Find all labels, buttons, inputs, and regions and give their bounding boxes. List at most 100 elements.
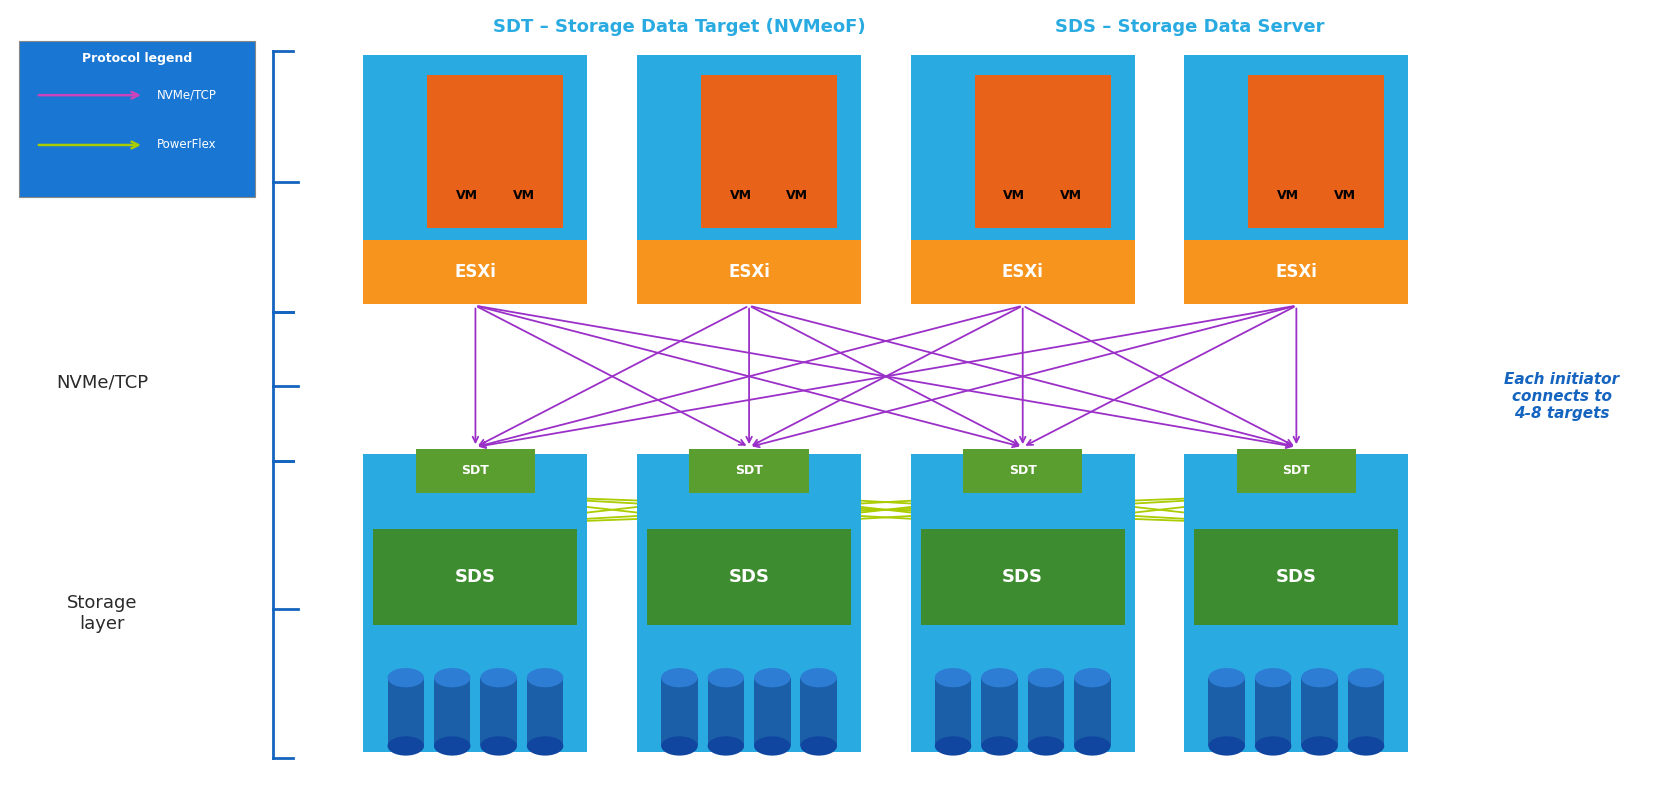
Bar <box>1028 678 1065 746</box>
FancyBboxPatch shape <box>1185 239 1408 304</box>
Ellipse shape <box>1075 668 1110 688</box>
Text: Application
layer: Application layer <box>52 152 153 191</box>
FancyBboxPatch shape <box>1248 75 1328 228</box>
Bar <box>754 678 790 746</box>
Bar <box>800 678 837 746</box>
FancyBboxPatch shape <box>416 449 536 493</box>
Bar <box>707 678 744 746</box>
FancyBboxPatch shape <box>363 239 587 304</box>
FancyBboxPatch shape <box>637 55 860 304</box>
Bar <box>935 678 972 746</box>
Ellipse shape <box>754 736 790 756</box>
Bar <box>388 678 424 746</box>
Text: VM: VM <box>1060 189 1082 202</box>
FancyBboxPatch shape <box>920 529 1125 625</box>
Text: ESXi: ESXi <box>1002 263 1043 281</box>
Ellipse shape <box>1348 668 1384 688</box>
Ellipse shape <box>1208 736 1245 756</box>
Ellipse shape <box>434 736 471 756</box>
FancyBboxPatch shape <box>637 239 860 304</box>
Text: SDT: SDT <box>461 464 489 477</box>
Text: Each initiator
connects to
4-8 targets: Each initiator connects to 4-8 targets <box>1504 371 1619 421</box>
Bar <box>527 678 564 746</box>
FancyBboxPatch shape <box>910 455 1135 752</box>
FancyBboxPatch shape <box>689 449 809 493</box>
Text: SDS: SDS <box>1276 568 1316 587</box>
Text: NVMe/TCP: NVMe/TCP <box>156 89 216 102</box>
Text: SDT – Storage Data Target (NVMeoF): SDT – Storage Data Target (NVMeoF) <box>493 18 865 36</box>
Text: Protocol legend: Protocol legend <box>82 52 193 65</box>
Ellipse shape <box>481 736 518 756</box>
Text: VM: VM <box>1276 189 1300 202</box>
Ellipse shape <box>1028 668 1065 688</box>
FancyBboxPatch shape <box>910 239 1135 304</box>
Ellipse shape <box>754 668 790 688</box>
Text: NVMe/TCP: NVMe/TCP <box>57 374 148 392</box>
Bar <box>661 678 697 746</box>
Ellipse shape <box>800 668 837 688</box>
Ellipse shape <box>982 668 1018 688</box>
Ellipse shape <box>800 736 837 756</box>
Text: VM: VM <box>456 189 478 202</box>
Ellipse shape <box>935 668 972 688</box>
Ellipse shape <box>388 668 424 688</box>
FancyBboxPatch shape <box>1032 75 1110 228</box>
FancyBboxPatch shape <box>363 55 587 304</box>
Text: VM: VM <box>1003 189 1025 202</box>
Text: ESXi: ESXi <box>454 263 496 281</box>
Ellipse shape <box>527 668 564 688</box>
Text: SDS: SDS <box>1002 568 1043 587</box>
FancyBboxPatch shape <box>484 75 564 228</box>
FancyBboxPatch shape <box>701 75 780 228</box>
Ellipse shape <box>707 736 744 756</box>
Text: VM: VM <box>785 189 809 202</box>
FancyBboxPatch shape <box>428 75 508 228</box>
Ellipse shape <box>1208 668 1245 688</box>
FancyBboxPatch shape <box>757 75 837 228</box>
Ellipse shape <box>481 668 518 688</box>
FancyBboxPatch shape <box>1236 449 1356 493</box>
Ellipse shape <box>661 736 697 756</box>
Text: PowerFlex: PowerFlex <box>156 138 216 151</box>
Bar <box>982 678 1018 746</box>
Ellipse shape <box>1028 736 1065 756</box>
Text: SDT: SDT <box>1008 464 1037 477</box>
Text: ESXi: ESXi <box>729 263 770 281</box>
Ellipse shape <box>982 736 1018 756</box>
FancyBboxPatch shape <box>373 529 577 625</box>
Ellipse shape <box>1301 668 1338 688</box>
Bar <box>1301 678 1338 746</box>
FancyBboxPatch shape <box>975 75 1055 228</box>
Ellipse shape <box>1255 668 1291 688</box>
FancyBboxPatch shape <box>20 40 255 197</box>
Bar <box>434 678 471 746</box>
Ellipse shape <box>1255 736 1291 756</box>
FancyBboxPatch shape <box>1185 455 1408 752</box>
Ellipse shape <box>935 736 972 756</box>
FancyBboxPatch shape <box>1185 55 1408 304</box>
FancyBboxPatch shape <box>963 449 1082 493</box>
FancyBboxPatch shape <box>910 55 1135 304</box>
Text: VM: VM <box>513 189 534 202</box>
Ellipse shape <box>527 736 564 756</box>
Bar <box>481 678 518 746</box>
Text: VM: VM <box>1333 189 1356 202</box>
Text: ESXi: ESXi <box>1275 263 1318 281</box>
Ellipse shape <box>661 668 697 688</box>
Text: SDT: SDT <box>1283 464 1310 477</box>
Text: Storage
layer: Storage layer <box>67 594 138 633</box>
FancyBboxPatch shape <box>1305 75 1384 228</box>
Bar <box>1348 678 1384 746</box>
Ellipse shape <box>707 668 744 688</box>
FancyBboxPatch shape <box>637 455 860 752</box>
Ellipse shape <box>388 736 424 756</box>
Ellipse shape <box>434 668 471 688</box>
Ellipse shape <box>1348 736 1384 756</box>
Bar <box>1255 678 1291 746</box>
FancyBboxPatch shape <box>1195 529 1398 625</box>
Ellipse shape <box>1075 736 1110 756</box>
Text: VM: VM <box>730 189 752 202</box>
FancyBboxPatch shape <box>363 455 587 752</box>
Text: SDS: SDS <box>454 568 496 587</box>
Bar <box>1075 678 1110 746</box>
